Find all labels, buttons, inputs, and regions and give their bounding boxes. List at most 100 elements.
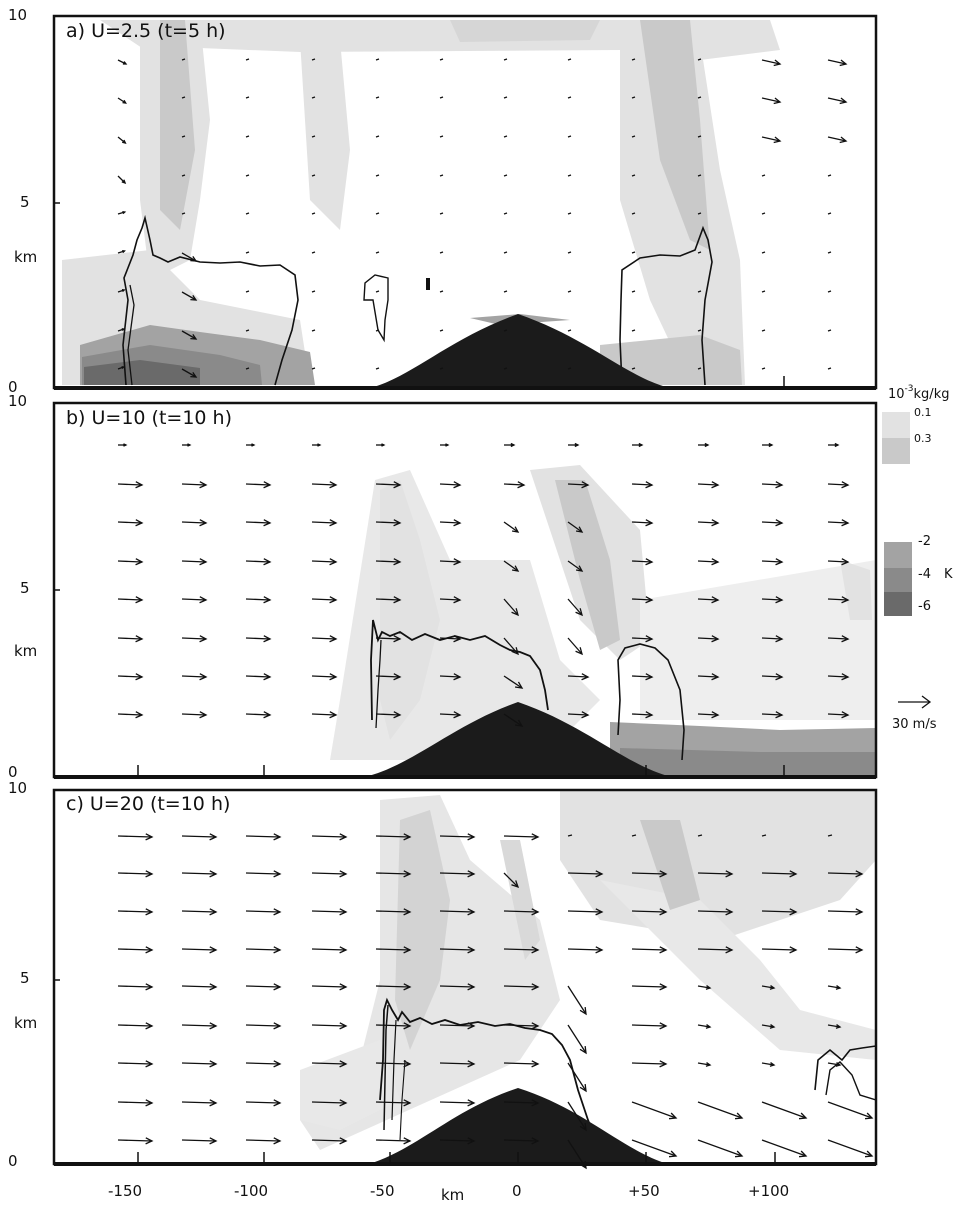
wind-vector bbox=[762, 442, 774, 448]
wind-vector bbox=[311, 481, 338, 489]
reference-vector-label: 30 m/s bbox=[892, 717, 937, 732]
wind-vector bbox=[827, 136, 848, 144]
wind-vector bbox=[827, 635, 850, 643]
wind-vector bbox=[375, 596, 402, 604]
wind-vector bbox=[567, 1101, 587, 1132]
wind-vector bbox=[439, 673, 462, 681]
wind-vector bbox=[761, 1101, 808, 1120]
wind-vector bbox=[827, 174, 832, 177]
wind-vector bbox=[567, 367, 572, 370]
legend-temp-unit: K bbox=[944, 567, 953, 582]
panel-a-ylabel-mid: 5 bbox=[20, 193, 30, 211]
wind-vector bbox=[117, 97, 127, 104]
wind-vector bbox=[117, 870, 154, 878]
wind-vector bbox=[117, 1060, 154, 1068]
legend-temp-minus6: -6 bbox=[918, 599, 931, 614]
wind-vector bbox=[827, 519, 850, 527]
wind-vector bbox=[503, 290, 508, 293]
wind-vector bbox=[827, 870, 864, 878]
wind-vector bbox=[697, 985, 712, 990]
wind-vector bbox=[311, 711, 338, 719]
wind-vector bbox=[697, 596, 720, 604]
wind-vectors-b bbox=[117, 442, 850, 727]
wind-vector bbox=[631, 870, 668, 878]
wind-vector bbox=[181, 368, 198, 378]
wind-vector bbox=[503, 329, 508, 332]
wind-vector bbox=[181, 1022, 218, 1030]
wind-vector bbox=[503, 96, 508, 99]
wind-vector bbox=[181, 946, 218, 954]
x-axis: -150 -100 -50 km 0 +50 +100 bbox=[108, 376, 789, 1204]
wind-vector bbox=[827, 290, 832, 293]
wind-vector bbox=[567, 251, 572, 254]
wind-vector bbox=[181, 673, 208, 681]
wind-vector bbox=[117, 1022, 154, 1030]
wind-vector bbox=[503, 174, 508, 177]
panel-a-shading bbox=[62, 20, 780, 388]
wind-vector bbox=[245, 135, 250, 138]
wind-vector bbox=[827, 97, 848, 105]
wind-vector bbox=[761, 481, 784, 489]
wind-vector bbox=[567, 560, 584, 572]
wind-vector bbox=[503, 983, 540, 991]
wind-vector bbox=[181, 519, 208, 527]
wind-vector bbox=[568, 442, 580, 448]
wind-vector bbox=[245, 870, 282, 878]
wind-vector bbox=[181, 558, 208, 566]
panel-c-ylabel-bottom: 0 bbox=[8, 1152, 18, 1170]
wind-vector bbox=[117, 136, 127, 144]
wind-vector bbox=[503, 521, 520, 533]
wind-vector bbox=[761, 673, 784, 681]
panel-b-ylabel-top: 10 bbox=[8, 392, 27, 410]
wind-vector bbox=[439, 329, 444, 332]
wind-vector bbox=[181, 135, 186, 138]
wind-vector bbox=[761, 596, 784, 604]
wind-vector bbox=[311, 174, 316, 177]
wind-vector bbox=[503, 1137, 540, 1145]
wind-vector bbox=[631, 174, 636, 177]
wind-vector bbox=[827, 212, 832, 215]
wind-vector bbox=[827, 367, 832, 370]
wind-vector bbox=[567, 290, 572, 293]
wind-vector bbox=[181, 711, 208, 719]
wind-vector bbox=[181, 1099, 218, 1107]
wind-vector bbox=[827, 329, 832, 332]
wind-vector bbox=[567, 329, 572, 332]
wind-vector bbox=[117, 249, 126, 254]
wind-vector bbox=[375, 290, 380, 293]
wind-vector bbox=[439, 481, 462, 489]
wind-vector bbox=[181, 908, 218, 916]
wind-vector bbox=[697, 212, 702, 215]
wind-vector bbox=[117, 596, 144, 604]
wind-vector bbox=[567, 711, 590, 719]
wind-vector bbox=[761, 1139, 808, 1158]
wind-vector bbox=[375, 558, 402, 566]
wind-vector bbox=[375, 908, 412, 916]
wind-vector bbox=[827, 985, 842, 990]
wind-vector bbox=[631, 711, 654, 719]
wind-vector bbox=[697, 519, 720, 527]
wind-vector bbox=[697, 1101, 744, 1120]
wind-vector bbox=[245, 174, 250, 177]
wind-vector bbox=[827, 908, 864, 916]
wind-vector bbox=[761, 367, 766, 370]
wind-vector bbox=[827, 1024, 842, 1029]
wind-vector bbox=[761, 59, 782, 67]
wind-vector bbox=[761, 946, 798, 954]
wind-vector bbox=[439, 908, 476, 916]
wind-vector bbox=[181, 96, 186, 99]
reference-vector-arrow bbox=[898, 695, 932, 709]
wind-vector bbox=[697, 481, 720, 489]
wind-vector bbox=[631, 329, 636, 332]
wind-vector bbox=[311, 908, 348, 916]
wind-vector bbox=[311, 635, 338, 643]
wind-vector bbox=[311, 367, 316, 370]
wind-vector bbox=[761, 834, 767, 837]
wind-vector bbox=[181, 174, 186, 177]
wind-vector bbox=[567, 212, 572, 215]
wind-vector bbox=[311, 519, 338, 527]
wind-vector bbox=[827, 596, 850, 604]
wind-vector bbox=[631, 946, 668, 954]
